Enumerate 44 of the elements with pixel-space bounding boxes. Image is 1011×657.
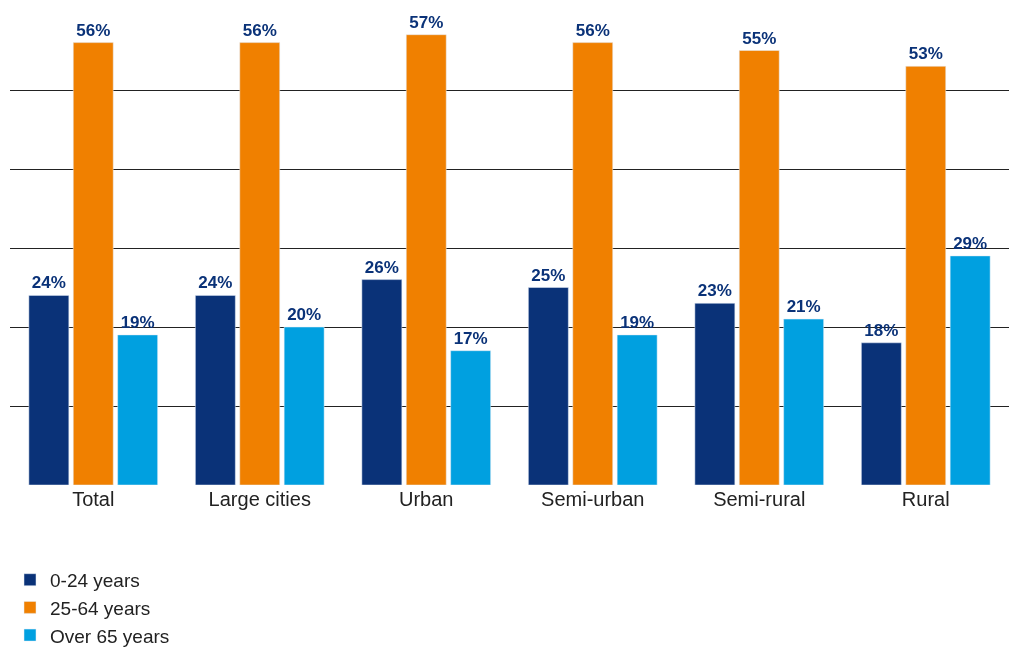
data-label: 20% xyxy=(287,305,322,324)
data-label: 21% xyxy=(786,297,821,317)
bar xyxy=(694,303,736,485)
bar xyxy=(450,350,491,485)
data-label: 19% xyxy=(120,312,155,332)
bar xyxy=(783,318,824,485)
bar xyxy=(73,42,114,485)
data-label: 53% xyxy=(908,44,943,64)
x-tick-label: Urban xyxy=(399,488,454,510)
data-label: 19% xyxy=(620,312,655,332)
bar xyxy=(572,42,613,485)
data-label: 17% xyxy=(453,328,488,348)
bar xyxy=(406,34,447,485)
bar xyxy=(739,50,780,485)
x-tick-label: Total xyxy=(72,488,115,510)
data-label: 55% xyxy=(742,28,777,48)
x-tick-label: Semi-rural xyxy=(713,488,806,510)
data-label: 26% xyxy=(364,257,399,277)
bar xyxy=(616,334,658,485)
bar xyxy=(949,255,991,485)
bar xyxy=(361,279,403,485)
bar xyxy=(528,287,569,485)
bar xyxy=(117,334,158,485)
legend-label: 25-64 years xyxy=(50,597,151,619)
data-label: 29% xyxy=(953,233,988,253)
data-label: 24% xyxy=(31,273,66,293)
data-label: 24% xyxy=(198,273,233,293)
legend-label: Over 65 years xyxy=(50,625,170,647)
bar xyxy=(861,342,902,485)
data-label: 25% xyxy=(531,265,566,285)
data-label: 23% xyxy=(697,281,732,301)
data-label: 56% xyxy=(242,20,277,40)
bar xyxy=(195,295,236,485)
x-tick-label: Rural xyxy=(901,488,950,510)
x-tick-label: Semi-urban xyxy=(541,488,645,510)
data-label: 56% xyxy=(76,20,111,40)
bar xyxy=(905,66,946,485)
x-tick-label: Large cities xyxy=(208,488,311,510)
bar xyxy=(283,326,325,485)
legend-label: 0-24 years xyxy=(50,570,140,592)
data-label: 56% xyxy=(575,20,610,40)
data-label: 57% xyxy=(409,12,444,32)
bar xyxy=(28,295,70,485)
bar xyxy=(239,42,280,485)
